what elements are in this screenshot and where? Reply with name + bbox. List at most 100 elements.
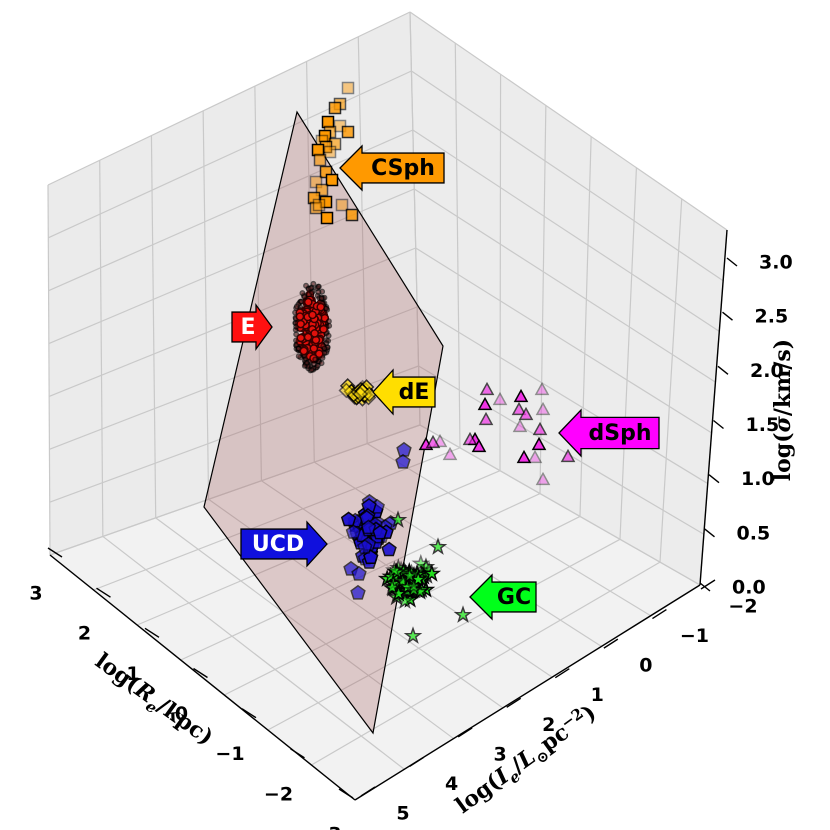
grid-line <box>409 11 728 231</box>
grid-line <box>254 86 263 481</box>
dSph-marker <box>511 401 527 416</box>
grid-line <box>416 306 709 485</box>
grid-line <box>419 424 701 586</box>
grid-line <box>99 160 104 537</box>
y-axis-tick-label: 5 <box>396 803 409 825</box>
E-marker <box>321 345 328 352</box>
dSph-marker <box>516 449 532 464</box>
dSph-marker <box>513 388 529 403</box>
GC-marker <box>403 626 423 644</box>
z-axis-tick-label: 3.0 <box>759 252 793 274</box>
E-marker <box>310 280 317 287</box>
grid-line <box>579 136 592 517</box>
x-axis-tick-label: −1 <box>215 743 244 765</box>
E-marker <box>295 312 305 322</box>
y-axis-tick-label: 2 <box>542 714 555 736</box>
CSph-marker <box>315 183 329 197</box>
E-marker <box>312 356 319 363</box>
z-axis-tick-label: 1.0 <box>741 468 775 490</box>
E-marker <box>299 346 309 356</box>
E-marker <box>310 329 320 338</box>
x-axis-tick-mark <box>290 748 305 759</box>
E-marker <box>326 322 333 329</box>
CSph-marker <box>309 201 323 215</box>
E-marker <box>296 333 306 343</box>
GC-marker <box>404 576 424 595</box>
grid-line <box>412 129 720 332</box>
y-axis-tick-label: −1 <box>680 625 709 647</box>
dSph-marker <box>531 436 547 451</box>
z-axis-line <box>699 229 728 586</box>
grid-line <box>49 424 421 556</box>
grid-line <box>311 561 661 766</box>
E-marker <box>309 344 319 353</box>
x-axis-line <box>49 554 356 801</box>
x-axis-tick-label: −3 <box>312 824 341 830</box>
GC-marker <box>453 605 473 623</box>
CSph-marker <box>335 198 349 212</box>
E-marker <box>308 366 315 373</box>
UCD-marker <box>357 539 373 554</box>
x-axis-tick-mark <box>47 547 63 558</box>
E-marker <box>303 297 313 307</box>
y-axis-tick-label: −2 <box>728 596 757 618</box>
grid-line <box>267 538 621 731</box>
E-marker <box>303 332 313 342</box>
x-axis-tick-mark <box>96 587 111 598</box>
z-axis-tick-label: 2.5 <box>755 306 789 328</box>
UCD-marker <box>395 453 411 469</box>
CSph-points <box>307 81 359 225</box>
E-marker <box>315 289 322 296</box>
GC-marker <box>404 580 424 599</box>
z-axis-tick-label: 0.5 <box>737 522 771 544</box>
E-marker <box>325 318 332 325</box>
dSph-marker <box>479 381 495 396</box>
GC-marker <box>428 537 448 555</box>
callout-ucd: UCD <box>240 520 328 568</box>
dSph-marker <box>535 401 551 416</box>
E-marker <box>306 291 313 298</box>
grid-line <box>49 306 418 450</box>
y-axis-tick-label: 3 <box>494 743 507 765</box>
x-axis-tick-label: −2 <box>264 783 293 805</box>
dSph-marker <box>471 438 487 453</box>
grid-line <box>155 517 454 740</box>
E-marker <box>303 282 309 289</box>
y-axis-tick-label: 1 <box>591 684 604 706</box>
grid-line <box>313 461 602 647</box>
z-axis-tick-label: 2.0 <box>750 360 784 382</box>
y-axis-tick-mark <box>652 608 667 620</box>
E-marker <box>323 305 330 312</box>
CSph-marker <box>323 145 337 159</box>
x-axis-tick-mark <box>193 667 208 679</box>
y-axis-tick-mark <box>603 638 619 649</box>
x-axis-tick-label: 1 <box>126 663 139 685</box>
CSph-marker <box>345 208 359 222</box>
E-marker <box>301 293 308 300</box>
dSph-marker <box>527 449 543 464</box>
z-axis-tick-mark <box>722 311 733 321</box>
z-axis-label: log(σ/km/s) <box>770 339 796 481</box>
UCD-marker <box>381 541 397 557</box>
callout-de: dE <box>372 368 436 416</box>
grid-line <box>411 70 724 282</box>
callout-arrow <box>231 303 273 351</box>
x-axis-tick-label: 2 <box>78 623 91 645</box>
y-axis-tick-mark <box>700 579 716 590</box>
E-marker <box>293 303 300 310</box>
grid-line <box>357 36 368 444</box>
callout-gc: GC <box>469 573 537 621</box>
dE-marker <box>352 386 369 402</box>
grid-line <box>659 198 683 563</box>
x-axis-tick-mark <box>144 627 160 638</box>
dSph-marker <box>534 381 550 396</box>
callout-e: E <box>231 303 273 351</box>
GC-outlier-points <box>388 510 473 644</box>
E-marker <box>318 360 325 367</box>
GC-points <box>377 553 442 609</box>
E-marker <box>318 295 325 302</box>
GC-marker <box>385 560 404 579</box>
E-marker <box>304 359 310 366</box>
z-axis-tick-mark <box>699 582 711 592</box>
